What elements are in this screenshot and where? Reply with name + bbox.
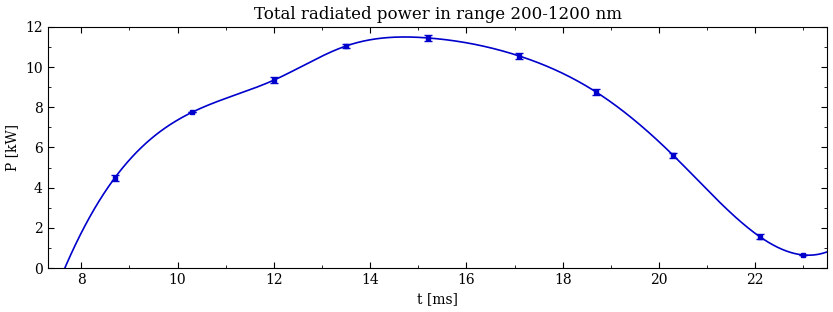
Y-axis label: P [kW]: P [kW] (6, 124, 19, 171)
X-axis label: t [ms]: t [ms] (417, 292, 458, 306)
Title: Total radiated power in range 200-1200 nm: Total radiated power in range 200-1200 n… (253, 6, 621, 22)
